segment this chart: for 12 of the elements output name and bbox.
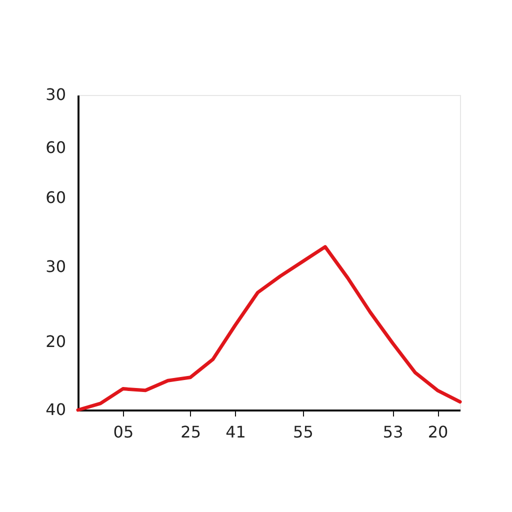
- text: 40: [46, 400, 66, 419]
- text: 20: [46, 332, 66, 351]
- text: 30: [46, 85, 66, 104]
- text: 30: [46, 256, 66, 276]
- x-tick-label: 20: [428, 422, 448, 442]
- x-tick-label: 25: [180, 422, 202, 442]
- x-tick-label: 05: [113, 422, 134, 442]
- text: 60: [46, 188, 66, 208]
- x-tick-label: 53: [382, 422, 404, 442]
- x-tick-label: 55: [293, 422, 314, 442]
- x-tick-label: 41: [226, 422, 246, 442]
- text: 60: [46, 138, 66, 157]
